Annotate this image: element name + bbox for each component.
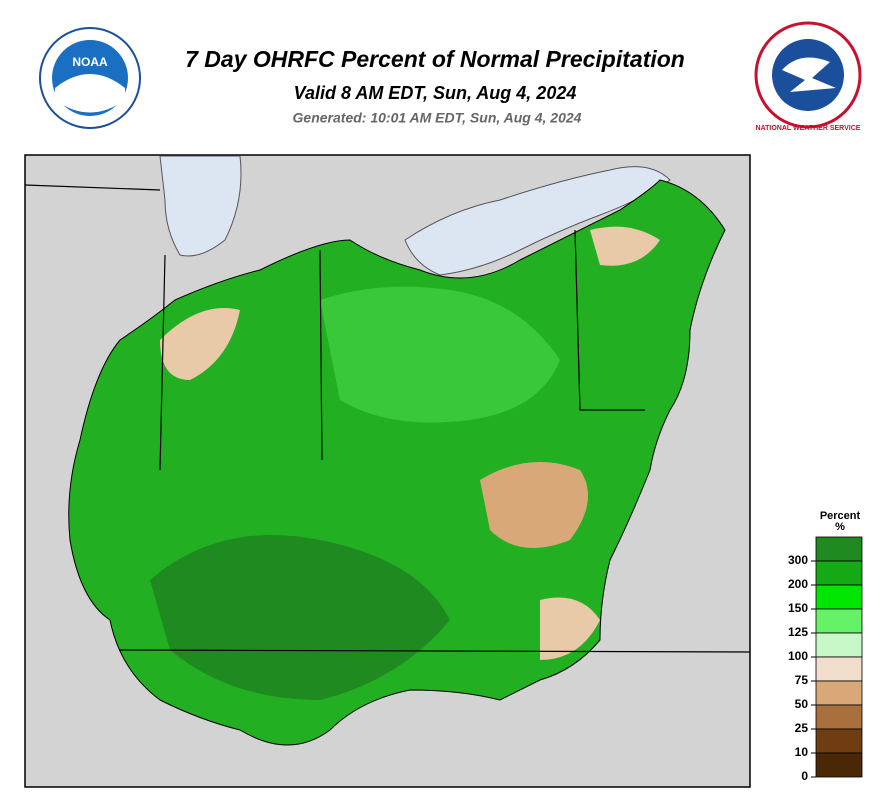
- generated: Generated: 10:01 AM EDT, Sun, Aug 4, 202…: [293, 110, 582, 126]
- legend-label: 25: [795, 721, 809, 735]
- noaa-logo: NOAA: [39, 27, 141, 129]
- title: 7 Day OHRFC Percent of Normal Precipitat…: [185, 46, 685, 72]
- legend-label: 125: [788, 625, 808, 639]
- legend-title: Percent: [820, 510, 861, 522]
- legend-swatch: [815, 584, 863, 610]
- legend-label: 300: [788, 553, 808, 567]
- legend-label: 10: [795, 745, 809, 759]
- logo-text: NOAA: [72, 55, 108, 69]
- legend-swatch: [815, 728, 863, 754]
- logo-text: NATIONAL WEATHER SERVICE: [756, 125, 861, 132]
- legend-swatch: [815, 608, 863, 634]
- legend-swatch: [815, 632, 863, 658]
- legend-unit: %: [835, 521, 845, 533]
- legend-swatch: [815, 536, 863, 562]
- legend-swatch: [815, 752, 863, 778]
- legend-swatch: [815, 680, 863, 706]
- nws-logo: NATIONAL WEATHER SERVICE: [754, 21, 862, 132]
- legend-swatch: [815, 656, 863, 682]
- legend-swatch: [815, 704, 863, 730]
- legend-swatch: [815, 560, 863, 586]
- subtitle: Valid 8 AM EDT, Sun, Aug 4, 2024: [294, 83, 577, 103]
- legend-label: 150: [788, 601, 808, 615]
- legend-label: 0: [801, 769, 808, 783]
- legend-label: 50: [795, 697, 809, 711]
- legend-label: 200: [788, 577, 808, 591]
- legend-label: 100: [788, 649, 808, 663]
- legend-label: 75: [795, 673, 809, 687]
- map: [24, 154, 751, 788]
